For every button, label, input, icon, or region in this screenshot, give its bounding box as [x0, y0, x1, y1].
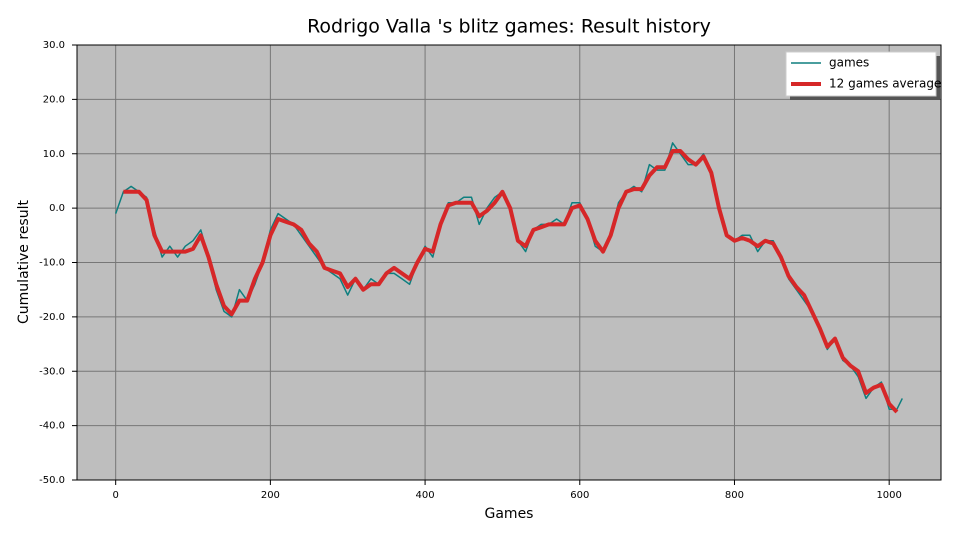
- y-tick-label: 10.0: [43, 149, 65, 160]
- y-tick-label: -40.0: [39, 421, 65, 432]
- plot-frame: [76, 44, 942, 481]
- legend-label: 12 games average: [829, 77, 941, 91]
- x-tick-label: 200: [261, 490, 280, 501]
- x-tick-label: 800: [725, 490, 744, 501]
- x-tick-label: 400: [416, 490, 435, 501]
- series-line: [123, 149, 899, 414]
- x-tick-label: 600: [570, 490, 589, 501]
- y-tick-label: -10.0: [39, 258, 65, 269]
- y-tick-label: -50.0: [39, 475, 65, 486]
- chart-title: Rodrigo Valla 's blitz games: Result his…: [307, 16, 711, 38]
- y-tick-label: -20.0: [39, 312, 65, 323]
- legend: games 12 games average: [785, 51, 941, 100]
- x-axis-label: Games: [485, 506, 534, 522]
- legend-box: [785, 51, 937, 97]
- y-tick-label: 0.0: [49, 203, 65, 214]
- y-tick-label: 30.0: [43, 40, 65, 51]
- y-axis-label: Cumulative result: [16, 200, 32, 324]
- x-tick-label: 0: [112, 490, 118, 501]
- y-tick-label: 20.0: [43, 94, 65, 105]
- legend-label: games: [829, 56, 869, 70]
- x-tick-label: 1000: [876, 490, 901, 501]
- y-tick-label: -30.0: [39, 366, 65, 377]
